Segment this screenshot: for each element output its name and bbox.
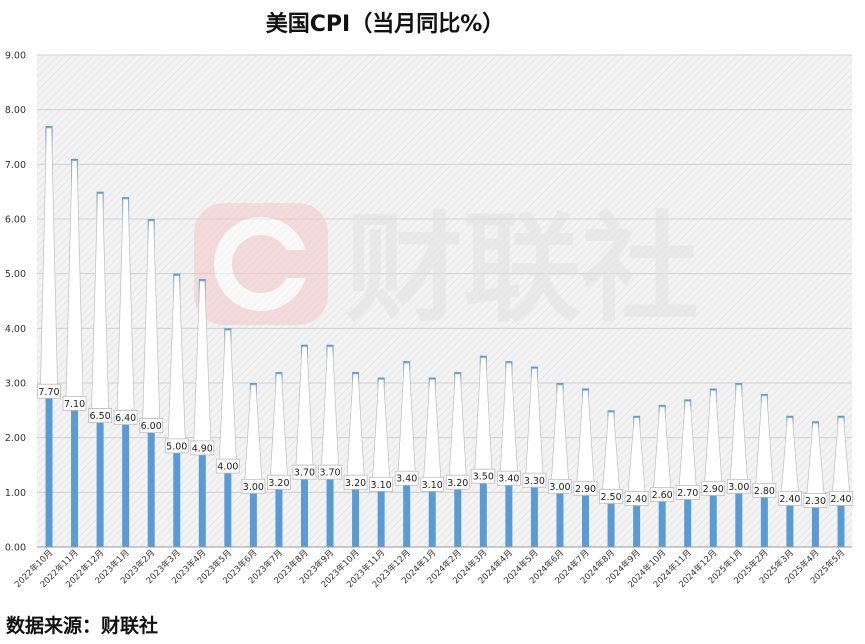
y-tick-label: 1.00 bbox=[5, 488, 26, 499]
data-label: 3.10 bbox=[422, 480, 443, 491]
data-label: 2.40 bbox=[626, 494, 647, 505]
data-label-box bbox=[522, 472, 547, 488]
data-label-box bbox=[343, 474, 368, 490]
data-label: 3.10 bbox=[371, 480, 392, 491]
watermark-logo-gap bbox=[272, 250, 312, 278]
data-label-box bbox=[778, 491, 802, 506]
data-label-box bbox=[394, 470, 419, 486]
data-label-box bbox=[752, 482, 777, 498]
data-label-box bbox=[829, 491, 853, 506]
data-label-box bbox=[803, 493, 828, 508]
y-tick-label: 3.00 bbox=[5, 379, 26, 390]
data-label-box bbox=[139, 418, 164, 434]
data-label: 2.90 bbox=[575, 484, 596, 495]
data-label-box bbox=[164, 438, 189, 454]
data-label-box bbox=[701, 480, 726, 496]
data-label: 7.10 bbox=[64, 399, 85, 410]
data-label-box bbox=[215, 458, 240, 474]
data-label-box bbox=[369, 476, 394, 492]
data-label-box bbox=[292, 464, 317, 480]
data-label: 3.00 bbox=[728, 482, 749, 493]
data-label-box bbox=[318, 464, 342, 480]
data-label-box bbox=[650, 487, 675, 502]
data-label: 2.30 bbox=[805, 496, 826, 507]
data-label: 3.00 bbox=[243, 482, 264, 493]
watermark-logo: 财联社 bbox=[194, 200, 699, 338]
data-label: 2.80 bbox=[754, 486, 775, 497]
data-label: 5.00 bbox=[166, 441, 187, 452]
data-label: 2.70 bbox=[677, 488, 698, 499]
data-label-box bbox=[726, 478, 751, 494]
data-label-box bbox=[88, 408, 112, 423]
data-label: 3.30 bbox=[524, 476, 545, 487]
chart-title: 美国CPI（当月同比%） bbox=[265, 12, 505, 37]
source-note: 数据来源：财联社 bbox=[6, 615, 159, 637]
data-label: 6.00 bbox=[141, 421, 162, 432]
data-label: 3.20 bbox=[447, 478, 468, 489]
data-label-box bbox=[573, 480, 598, 496]
data-label: 2.50 bbox=[600, 492, 621, 503]
data-label: 4.00 bbox=[217, 462, 238, 473]
data-label-box bbox=[267, 474, 291, 490]
y-tick-label: 8.00 bbox=[5, 105, 26, 116]
data-label-box bbox=[599, 489, 623, 504]
data-label: 6.50 bbox=[90, 411, 111, 422]
data-label-box bbox=[62, 395, 87, 411]
data-label-box bbox=[496, 470, 521, 486]
data-label: 2.90 bbox=[703, 484, 724, 495]
data-label-box bbox=[548, 478, 572, 494]
data-label-box bbox=[675, 484, 700, 500]
data-label: 3.50 bbox=[473, 472, 494, 483]
data-label-box bbox=[37, 383, 61, 399]
watermark-text: 财联社 bbox=[345, 200, 699, 338]
y-tick-label: 0.00 bbox=[5, 543, 26, 554]
y-tick-label: 9.00 bbox=[5, 51, 26, 62]
data-label: 3.40 bbox=[498, 474, 519, 485]
data-label: 3.20 bbox=[345, 478, 366, 489]
data-label: 3.20 bbox=[268, 478, 289, 489]
data-label: 3.00 bbox=[549, 482, 570, 493]
y-tick-label: 5.00 bbox=[5, 269, 26, 280]
x-axis-ticks: 2022年10月2022年11月2022年12月2023年1月2023年2月20… bbox=[12, 546, 852, 590]
y-tick-label: 2.00 bbox=[5, 433, 26, 444]
data-label: 6.40 bbox=[115, 413, 136, 424]
y-tick-label: 4.00 bbox=[5, 324, 26, 335]
data-label-box bbox=[241, 478, 266, 494]
y-tick-label: 7.00 bbox=[5, 160, 26, 171]
data-label: 2.40 bbox=[779, 494, 800, 505]
data-label: 2.60 bbox=[652, 490, 673, 501]
data-label-box bbox=[190, 440, 215, 456]
data-label-box bbox=[471, 468, 496, 484]
data-label: 7.70 bbox=[38, 387, 59, 398]
data-label: 3.70 bbox=[319, 468, 340, 479]
data-label-box bbox=[113, 410, 138, 425]
data-label: 3.70 bbox=[294, 468, 315, 479]
data-label-box bbox=[420, 476, 445, 492]
data-label-box bbox=[624, 491, 649, 506]
data-label: 3.40 bbox=[396, 474, 417, 485]
y-tick-label: 6.00 bbox=[5, 215, 26, 226]
data-label: 4.90 bbox=[192, 443, 213, 454]
y-axis-ticks: 0.00 1.00 2.00 3.00 4.00 5.00 6.00 7.00 8.00 9.00 bbox=[5, 51, 26, 554]
data-label-box bbox=[445, 474, 470, 490]
data-label: 2.40 bbox=[830, 494, 851, 505]
data-labels: 7.70 7.10 6.50 6.40 6.00 5.00 4.90 4.00 3.00 3.20… bbox=[37, 127, 853, 508]
